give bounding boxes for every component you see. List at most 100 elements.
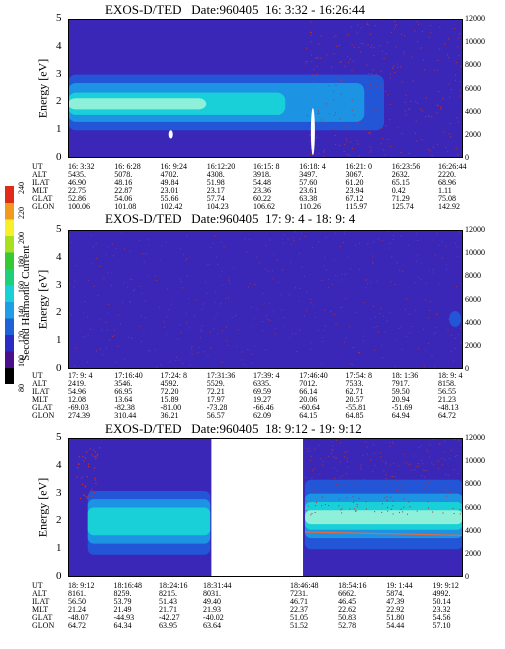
noise-dot xyxy=(144,300,146,302)
noise-dot xyxy=(83,311,85,313)
spectrogram-plot xyxy=(68,19,463,158)
noise-dot xyxy=(277,281,279,283)
noise-dot xyxy=(280,294,282,296)
y-axis-label: Energy [eV] xyxy=(35,58,50,118)
noise-dot xyxy=(92,246,94,248)
noise-dot xyxy=(328,286,330,288)
noise-dot xyxy=(200,329,202,331)
noise-dot xyxy=(71,314,73,316)
noise-dot xyxy=(373,452,375,454)
noise-dot xyxy=(427,481,429,483)
noise-dot xyxy=(320,458,322,460)
noise-dot xyxy=(460,342,462,344)
noise-dot xyxy=(95,456,97,458)
noise-dot xyxy=(375,484,377,486)
noise-dot xyxy=(390,146,392,148)
noise-dot xyxy=(105,253,107,255)
noise-dot xyxy=(318,241,320,243)
noise-dot xyxy=(370,33,372,35)
noise-dot xyxy=(272,311,274,313)
info-cell: 18:46:48 xyxy=(290,581,319,590)
info-cell: 5078. xyxy=(114,170,133,179)
noise-dot xyxy=(386,499,388,501)
info-cell: 64.94 xyxy=(391,411,410,420)
intensity-spot xyxy=(449,310,462,327)
noise-dot xyxy=(455,337,457,339)
noise-dot xyxy=(350,268,352,270)
noise-dot xyxy=(341,273,343,275)
noise-dot xyxy=(164,326,166,328)
noise-dot xyxy=(356,506,358,508)
info-cell: 49.40 xyxy=(203,597,222,606)
noise-dot xyxy=(318,152,320,154)
info-row-label: MLT xyxy=(32,395,49,404)
noise-dot xyxy=(111,271,113,273)
noise-dot xyxy=(455,242,457,244)
noise-dot xyxy=(68,312,70,314)
noise-dot xyxy=(409,332,411,334)
noise-dot xyxy=(373,327,375,329)
noise-dot xyxy=(220,305,222,307)
noise-dot xyxy=(107,246,109,248)
noise-dot xyxy=(398,511,400,513)
info-cell: 16:26:44 xyxy=(438,162,467,171)
noise-dot xyxy=(380,308,382,310)
colorbar-tick-label: 240 xyxy=(17,182,26,194)
noise-dot xyxy=(418,447,420,449)
noise-dot xyxy=(339,483,341,485)
noise-dot xyxy=(395,24,397,26)
noise-dot xyxy=(388,442,390,444)
noise-dot xyxy=(389,445,391,447)
noise-dot xyxy=(395,339,397,341)
noise-dot xyxy=(333,53,335,55)
noise-dot xyxy=(112,255,114,257)
noise-dot xyxy=(99,318,101,320)
noise-dot xyxy=(185,259,187,261)
noise-dot xyxy=(332,90,334,92)
noise-dot xyxy=(93,492,95,494)
noise-dot xyxy=(341,512,343,514)
noise-dot xyxy=(317,113,319,115)
noise-dot xyxy=(343,483,345,485)
noise-dot xyxy=(87,335,89,337)
noise-dot xyxy=(101,329,103,331)
noise-dot xyxy=(438,91,440,93)
noise-dot xyxy=(105,321,107,323)
info-cell: 46.90 xyxy=(68,178,86,187)
noise-dot xyxy=(131,279,133,281)
noise-dot xyxy=(457,255,459,257)
noise-dot xyxy=(382,315,384,317)
noise-dot xyxy=(229,282,231,284)
noise-dot xyxy=(336,457,338,459)
noise-dot xyxy=(432,268,434,270)
noise-dot xyxy=(358,352,360,354)
noise-dot xyxy=(156,280,158,282)
info-cell: 1.11 xyxy=(438,186,452,195)
plot-frame xyxy=(68,438,463,577)
noise-dot xyxy=(418,23,420,25)
noise-dot xyxy=(310,34,312,36)
colorbar-segment xyxy=(5,202,14,220)
info-cell: 51.98 xyxy=(206,178,225,187)
y-tick-label-right: 6000 xyxy=(465,294,481,304)
noise-dot xyxy=(314,505,316,507)
y-tick-label: 4 xyxy=(56,39,62,52)
noise-dot xyxy=(423,469,425,471)
noise-dot xyxy=(407,244,409,246)
noise-dot xyxy=(403,490,405,492)
info-cell: 23.94 xyxy=(345,186,364,195)
noise-dot xyxy=(308,447,310,449)
noise-dot xyxy=(311,513,313,515)
noise-dot xyxy=(313,490,315,492)
noise-dot xyxy=(316,57,318,59)
noise-dot xyxy=(310,514,312,516)
noise-dot xyxy=(333,127,335,129)
info-cell: 3497. xyxy=(299,170,318,179)
noise-dot xyxy=(339,461,341,463)
info-cell: 2220. xyxy=(438,170,456,179)
noise-dot xyxy=(355,479,357,481)
noise-dot xyxy=(336,439,338,441)
noise-dot xyxy=(437,105,439,107)
noise-dot xyxy=(210,347,212,349)
noise-dot xyxy=(393,65,395,67)
